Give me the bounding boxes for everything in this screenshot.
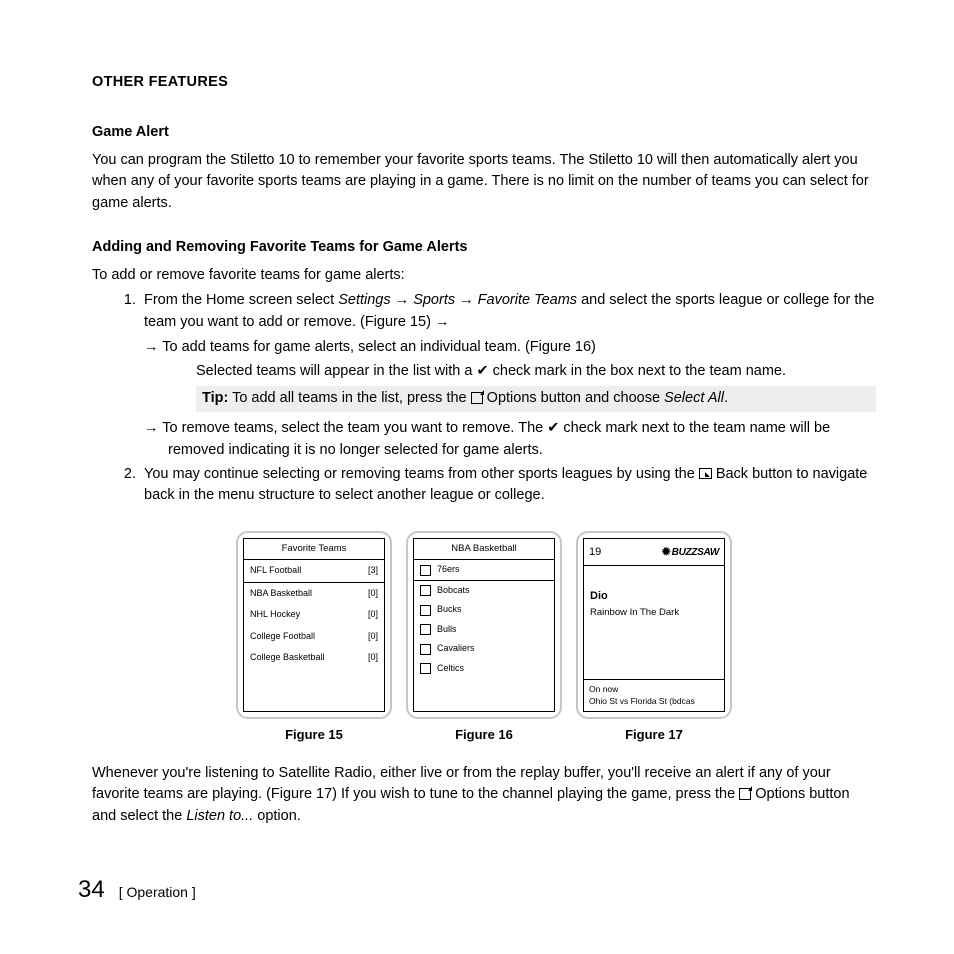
league-row: College Basketball[0] bbox=[244, 647, 384, 669]
closing-paragraph: Whenever you're listening to Satellite R… bbox=[92, 763, 876, 828]
bullet-add: → To add teams for game alerts, select a… bbox=[144, 337, 876, 359]
team-row: Cavaliers bbox=[414, 639, 554, 659]
device-screen-17: 19 ✹BUZZSAW Dio Rainbow In The Dark On n… bbox=[576, 531, 732, 719]
step-1: From the Home screen select Settings → S… bbox=[140, 290, 876, 461]
path-sports: Sports bbox=[413, 292, 455, 308]
tip-text-c: Options button and choose bbox=[483, 390, 664, 406]
back-icon bbox=[699, 468, 712, 479]
closing-d: option. bbox=[253, 808, 301, 824]
options-icon bbox=[739, 788, 751, 800]
add-remove-intro: To add or remove favorite teams for game… bbox=[92, 265, 876, 287]
station-logo: ✹BUZZSAW bbox=[661, 542, 719, 562]
arrow-icon: → bbox=[395, 292, 414, 308]
add-remove-title: Adding and Removing Favorite Teams for G… bbox=[92, 237, 876, 259]
tip-select-all: Select All bbox=[664, 390, 724, 406]
step1-text-a: From the Home screen select bbox=[144, 292, 338, 308]
figure-15-caption: Figure 15 bbox=[285, 725, 343, 745]
tip-label: Tip: bbox=[202, 390, 228, 406]
device-screen-16: NBA Basketball 76ersBobcatsBucksBullsCav… bbox=[406, 531, 562, 719]
figure-16-caption: Figure 16 bbox=[455, 725, 513, 745]
figures-row: Favorite Teams NFL Football[3]NBA Basket… bbox=[92, 531, 876, 745]
arrow-icon: → bbox=[435, 314, 450, 330]
team-row: Bobcats bbox=[414, 581, 554, 601]
page-footer: 34 [ Operation ] bbox=[78, 872, 196, 908]
screen15-title: Favorite Teams bbox=[244, 539, 384, 560]
game-alert-title: Game Alert bbox=[92, 122, 876, 144]
footer-section-label: [ Operation ] bbox=[119, 882, 196, 903]
arrow-icon: → bbox=[459, 292, 478, 308]
on-now-text: Ohio St vs Florida St (bdcas bbox=[589, 695, 719, 708]
team-row: 76ers bbox=[414, 560, 554, 581]
steps-list: From the Home screen select Settings → S… bbox=[92, 290, 876, 507]
closing-listen-to: Listen to... bbox=[186, 808, 253, 824]
team-row: Celtics bbox=[414, 659, 554, 679]
figure-17-caption: Figure 17 bbox=[625, 725, 683, 745]
step-2: You may continue selecting or removing t… bbox=[140, 464, 876, 508]
arrow-icon: → bbox=[144, 420, 159, 436]
step2-text-a: You may continue selecting or removing t… bbox=[144, 466, 699, 482]
game-alert-body: You can program the Stiletto 10 to remem… bbox=[92, 150, 876, 215]
closing-a: Whenever you're listening to Satellite R… bbox=[92, 765, 831, 803]
figure-15: Favorite Teams NFL Football[3]NBA Basket… bbox=[236, 531, 392, 745]
bullet-add-detail: Selected teams will appear in the list w… bbox=[144, 361, 876, 383]
league-row: NHL Hockey[0] bbox=[244, 604, 384, 626]
song-title: Rainbow In The Dark bbox=[590, 606, 718, 620]
section-heading: OTHER FEATURES bbox=[92, 72, 876, 94]
device-screen-15: Favorite Teams NFL Football[3]NBA Basket… bbox=[236, 531, 392, 719]
path-settings: Settings bbox=[338, 292, 390, 308]
league-row: College Football[0] bbox=[244, 626, 384, 648]
artist-name: Dio bbox=[590, 588, 718, 605]
options-icon bbox=[471, 392, 483, 404]
team-row: Bulls bbox=[414, 620, 554, 640]
bullet-remove-text: To remove teams, select the team you wan… bbox=[159, 420, 831, 458]
arrow-icon: → bbox=[144, 339, 159, 355]
page-number: 34 bbox=[78, 872, 105, 908]
screen16-title: NBA Basketball bbox=[414, 539, 554, 560]
channel-number: 19 bbox=[589, 544, 601, 561]
path-favorite-teams: Favorite Teams bbox=[478, 292, 577, 308]
bullet-remove: → To remove teams, select the team you w… bbox=[144, 418, 876, 462]
figure-17: 19 ✹BUZZSAW Dio Rainbow In The Dark On n… bbox=[576, 531, 732, 745]
figure-16: NBA Basketball 76ersBobcatsBucksBullsCav… bbox=[406, 531, 562, 745]
league-row: NBA Basketball[0] bbox=[244, 583, 384, 605]
team-row: Bucks bbox=[414, 600, 554, 620]
tip-text-b: To add all teams in the list, press the bbox=[228, 390, 470, 406]
on-now-label: On now bbox=[589, 683, 719, 696]
bullet-add-text: To add teams for game alerts, select an … bbox=[159, 339, 596, 355]
league-row: NFL Football[3] bbox=[244, 560, 384, 583]
tip-box: Tip: To add all teams in the list, press… bbox=[196, 386, 876, 412]
